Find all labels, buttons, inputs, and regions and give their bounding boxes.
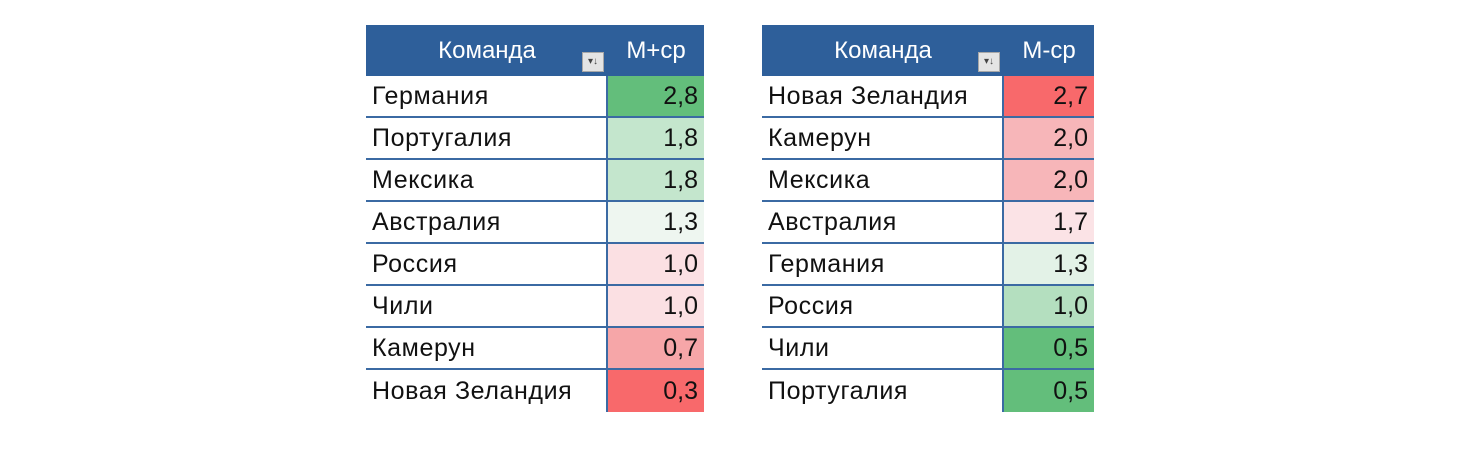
value-cell[interactable]: 1,0: [608, 286, 704, 326]
value-header-label: М+ср: [626, 36, 686, 64]
team-cell[interactable]: Камерун: [762, 118, 1004, 158]
value-cell[interactable]: 1,3: [1004, 244, 1094, 284]
value-cell[interactable]: 2,0: [1004, 160, 1094, 200]
value-cell[interactable]: 2,8: [608, 76, 704, 116]
table-row: Австралия 1,3: [366, 202, 704, 244]
value-cell[interactable]: 0,3: [608, 370, 704, 412]
table-header: Команда ▾↓ М+ср: [366, 25, 704, 76]
team-header-label: Команда: [438, 36, 536, 64]
team-cell[interactable]: Португалия: [762, 370, 1004, 412]
value-column-header[interactable]: М+ср: [608, 25, 704, 76]
value-cell[interactable]: 0,5: [1004, 328, 1094, 368]
table-m-plus-sr: Команда ▾↓ М+ср Германия 2,8 Португалия 1,8…: [366, 25, 704, 412]
value-cell[interactable]: 0,7: [608, 328, 704, 368]
value-cell[interactable]: 0,5: [1004, 370, 1094, 412]
team-header-label: Команда: [834, 36, 932, 64]
table-row: Австралия 1,7: [762, 202, 1094, 244]
table-row: Чили 0,5: [762, 328, 1094, 370]
filter-dropdown-icon[interactable]: ▾↓: [978, 52, 1000, 72]
team-column-header[interactable]: Команда ▾↓: [366, 25, 608, 76]
value-cell[interactable]: 2,7: [1004, 76, 1094, 116]
team-cell[interactable]: Австралия: [762, 202, 1004, 242]
table-row: Германия 1,3: [762, 244, 1094, 286]
team-cell[interactable]: Чили: [366, 286, 608, 326]
team-cell[interactable]: Германия: [366, 76, 608, 116]
team-cell[interactable]: Мексика: [366, 160, 608, 200]
team-cell[interactable]: Мексика: [762, 160, 1004, 200]
team-cell[interactable]: Германия: [762, 244, 1004, 284]
value-cell[interactable]: 1,0: [1004, 286, 1094, 326]
team-cell[interactable]: Россия: [762, 286, 1004, 326]
team-cell[interactable]: Австралия: [366, 202, 608, 242]
table-m-minus-sr: Команда ▾↓ М-ср Новая Зеландия 2,7 Камерун…: [762, 25, 1094, 412]
table-row: Камерун 2,0: [762, 118, 1094, 160]
team-cell[interactable]: Новая Зеландия: [366, 370, 608, 412]
value-cell[interactable]: 1,8: [608, 160, 704, 200]
table-row: Новая Зеландия 0,3: [366, 370, 704, 412]
value-cell[interactable]: 1,8: [608, 118, 704, 158]
team-cell[interactable]: Чили: [762, 328, 1004, 368]
table-row: Германия 2,8: [366, 76, 704, 118]
value-header-label: М-ср: [1022, 36, 1076, 64]
table-row: Мексика 1,8: [366, 160, 704, 202]
filter-dropdown-icon[interactable]: ▾↓: [582, 52, 604, 72]
table-row: Новая Зеландия 2,7: [762, 76, 1094, 118]
team-cell[interactable]: Новая Зеландия: [762, 76, 1004, 116]
table-row: Камерун 0,7: [366, 328, 704, 370]
value-cell[interactable]: 1,0: [608, 244, 704, 284]
table-row: Португалия 0,5: [762, 370, 1094, 412]
value-cell[interactable]: 1,3: [608, 202, 704, 242]
table-header: Команда ▾↓ М-ср: [762, 25, 1094, 76]
table-row: Чили 1,0: [366, 286, 704, 328]
value-column-header[interactable]: М-ср: [1004, 25, 1094, 76]
table-row: Мексика 2,0: [762, 160, 1094, 202]
value-cell[interactable]: 1,7: [1004, 202, 1094, 242]
table-body: Новая Зеландия 2,7 Камерун 2,0 Мексика 2,0 Авс…: [762, 76, 1094, 412]
team-cell[interactable]: Португалия: [366, 118, 608, 158]
table-row: Россия 1,0: [366, 244, 704, 286]
team-column-header[interactable]: Команда ▾↓: [762, 25, 1004, 76]
value-cell[interactable]: 2,0: [1004, 118, 1094, 158]
table-body: Германия 2,8 Португалия 1,8 Мексика 1,8 Австра…: [366, 76, 704, 412]
table-row: Россия 1,0: [762, 286, 1094, 328]
team-cell[interactable]: Россия: [366, 244, 608, 284]
team-cell[interactable]: Камерун: [366, 328, 608, 368]
table-row: Португалия 1,8: [366, 118, 704, 160]
